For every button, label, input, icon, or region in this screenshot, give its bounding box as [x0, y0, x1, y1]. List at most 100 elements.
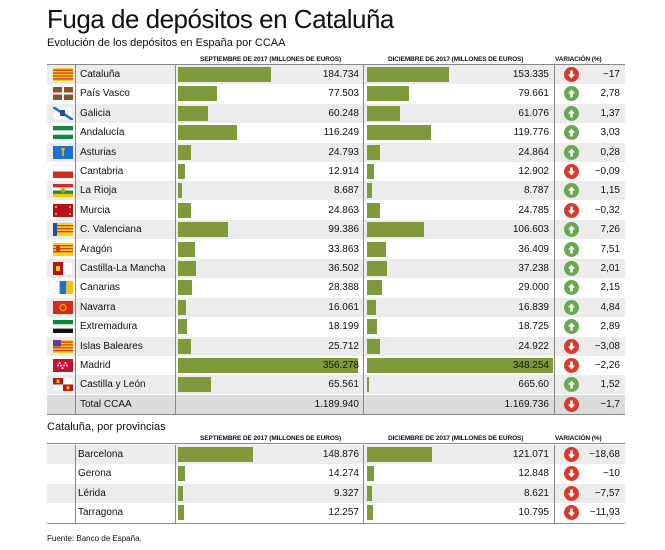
value-dic: 61.076 — [518, 107, 549, 119]
galicia-flag — [53, 106, 73, 120]
table-row: Extremadura 18.199 18.725 2,89 — [47, 317, 625, 336]
value-sep: 12.257 — [328, 507, 359, 519]
pais-vasco-flag — [53, 87, 73, 101]
row-name: Navarra — [80, 301, 116, 313]
table-row: Islas Baleares 25.712 24.922 −3,08 — [47, 336, 625, 356]
bar-dic — [367, 67, 449, 82]
total-row: Total CCAA 1.189.940 1.169.736 −1,7 — [47, 394, 625, 414]
bar-dic — [367, 319, 377, 335]
value-sep: 77.503 — [328, 88, 359, 100]
row-name: C. Valenciana — [80, 224, 142, 236]
value-sep: 60.248 — [328, 107, 359, 119]
value-sep: 1.189.940 — [314, 398, 360, 410]
bar-sep — [178, 319, 188, 335]
value-var: −0,09 — [594, 166, 620, 177]
header-var: VARIACIÓN (%) — [555, 56, 602, 63]
bar-sep — [178, 466, 186, 482]
value-var: 2,89 — [600, 321, 620, 333]
header-var-2: VARIACIÓN (%) — [555, 435, 602, 442]
top-rule — [47, 64, 625, 65]
value-dic: 16.839 — [518, 301, 549, 313]
baleares-flag — [53, 339, 73, 353]
value-sep: 33.863 — [328, 243, 359, 255]
table-row: Cantabria 12.914 12.902 −0,09 — [47, 162, 625, 181]
arrow-up-icon — [564, 183, 579, 199]
bar-dic — [367, 280, 383, 296]
bar-sep — [178, 358, 358, 373]
bar-dic — [367, 222, 424, 238]
bar-dic — [367, 377, 369, 393]
arrow-down-icon — [564, 67, 579, 82]
value-var: −3,08 — [594, 340, 620, 352]
header-dic: DICIEMBRE DE 2017 (MILLONES DE EUROS) — [388, 56, 524, 63]
table-row: Gerona 14.274 12.848 −10 — [47, 464, 625, 483]
bar-sep — [178, 202, 191, 218]
value-dic: 24.864 — [518, 146, 549, 158]
bar-sep — [178, 67, 272, 82]
section-title: Cataluña, por provincias — [47, 421, 166, 433]
row-name: Asturias — [80, 146, 117, 158]
chart-subtitle: Evolución de los depósitos en España por… — [47, 37, 286, 49]
bar-sep — [178, 485, 183, 501]
row-name: Aragón — [80, 243, 113, 255]
value-sep: 8.687 — [333, 185, 359, 197]
value-dic: 153.335 — [512, 69, 549, 80]
bar-dic — [367, 261, 387, 276]
value-dic: 36.409 — [518, 243, 549, 255]
bar-dic — [367, 144, 381, 160]
value-var: 1,15 — [600, 185, 620, 197]
value-dic: 12.848 — [518, 468, 549, 480]
header-sep: SEPTIEMBRE DE 2017 (MILLONES DE EUROS) — [200, 56, 342, 63]
bar-dic — [367, 241, 387, 257]
bar-dic — [367, 485, 372, 501]
row-name: Madrid — [80, 360, 111, 371]
value-dic: 665.60 — [518, 379, 549, 391]
bar-dic — [367, 86, 410, 102]
madrid-flag — [53, 359, 73, 372]
bar-sep — [178, 505, 185, 521]
value-dic: 29.000 — [518, 282, 549, 294]
column-divider — [175, 65, 176, 415]
row-name: Islas Baleares — [80, 340, 143, 352]
value-dic: 18.725 — [518, 321, 549, 333]
bar-dic — [367, 466, 374, 482]
arrow-up-icon — [564, 144, 579, 160]
value-sep: 148.876 — [322, 449, 359, 460]
value-var: −10 — [603, 468, 620, 480]
value-var: −11,93 — [589, 507, 620, 519]
table-row: Cataluña 184.734 153.335 −17 — [47, 65, 625, 84]
bar-sep — [178, 105, 209, 121]
row-name: Cantabria — [80, 166, 124, 177]
table-row: Murcia 24.863 24.785 −0,32 — [47, 201, 625, 220]
bar-sep — [178, 377, 212, 393]
arrow-down-icon — [564, 202, 579, 218]
bar-sep — [178, 299, 187, 315]
value-sep: 356.278 — [322, 360, 359, 371]
row-name: Cataluña — [80, 69, 121, 80]
arrow-down-icon — [564, 396, 579, 412]
arrow-down-icon — [564, 485, 579, 501]
value-dic: 8.621 — [523, 487, 549, 499]
bar-dic — [367, 505, 373, 521]
value-var: −1,7 — [600, 398, 620, 410]
value-dic: 8.787 — [523, 185, 549, 197]
value-var: 0,28 — [600, 146, 620, 158]
canarias-flag — [53, 281, 73, 295]
arrow-down-icon — [564, 164, 579, 179]
column-divider — [363, 445, 364, 523]
value-var: 4,84 — [600, 301, 620, 313]
arrow-up-icon — [564, 299, 579, 315]
arrow-down-icon — [564, 447, 579, 462]
arrow-up-icon — [564, 319, 579, 335]
arrow-down-icon — [564, 358, 579, 373]
value-var: −17 — [603, 69, 620, 80]
bar-dic — [367, 358, 553, 373]
column-divider — [363, 65, 364, 415]
bottom-rule — [47, 522, 625, 524]
value-sep: 65.561 — [328, 379, 359, 391]
arrow-down-icon — [564, 338, 579, 354]
value-sep: 18.199 — [328, 321, 359, 333]
value-var: 7,51 — [600, 243, 620, 255]
header-dic-2: DICIEMBRE DE 2017 (MILLONES DE EUROS) — [388, 435, 524, 442]
value-sep: 24.793 — [328, 146, 359, 158]
